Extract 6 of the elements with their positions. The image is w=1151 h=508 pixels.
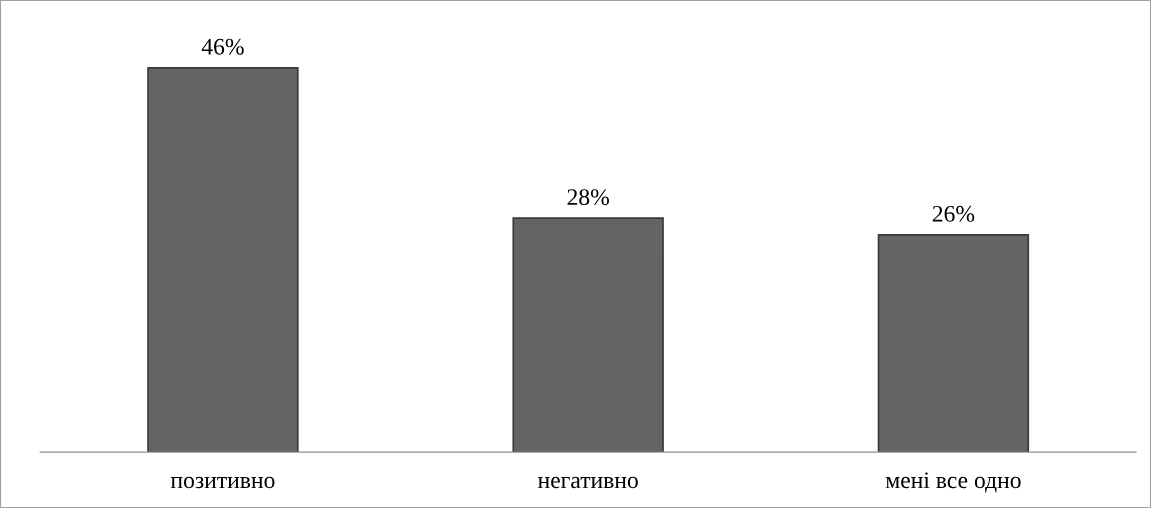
x-tick-label: мені все одно [885,472,1021,493]
data-label: 28% [567,189,609,206]
x-tick-label: позитивно [170,476,275,489]
data-label: 26% [932,205,975,222]
data-label: 46% [201,38,244,55]
x-tick-label: негативно [537,476,638,489]
